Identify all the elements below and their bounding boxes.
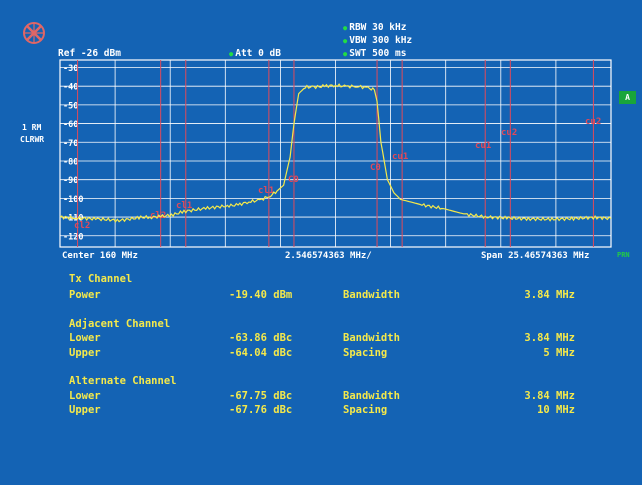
ref-level-label: Ref -26 dBm [58,48,121,59]
y-tick-label: -100 [63,195,83,205]
span-label: Span 25.46574363 MHz [481,251,590,261]
rohde-schwarz-logo [23,22,45,44]
swt-value: SWT 500 ms [349,48,407,59]
trace-mode-label: CLRWR [20,135,45,144]
channel-label: cl1 [258,186,274,196]
alternate-spacing-value: 10 MHz [537,404,575,416]
adjacent-spacing-value: 5 MHz [543,347,575,359]
y-tick-label: -80 [63,157,78,167]
tx-bandwidth-value: 3.84 MHz [524,289,575,301]
alternate-lower-label: Lower [69,390,101,402]
tx-power-label: Power [69,289,101,301]
setting-dot-icon: ● [343,49,348,58]
channel-label: cu1 [475,141,491,151]
rbw-value: RBW 30 kHz [349,22,407,33]
tx-power-value: -19.40 dBm [229,289,293,301]
spectrum-trace [59,83,612,223]
setting-dot-icon: ● [343,23,348,32]
alternate-upper-value: -67.76 dBc [229,404,293,416]
y-tick-label: -50 [63,101,78,111]
y-tick-label: -40 [63,83,78,93]
division-label: 2.546574363 MHz/ [285,251,372,261]
channel-label: cu2 [501,128,517,138]
setting-dot-icon: ● [343,36,348,45]
adjacent-bandwidth-value: 3.84 MHz [524,332,575,344]
adjacent-upper-label: Upper [69,347,101,359]
y-tick-label: -120 [63,232,83,242]
center-frequency-label: Center 160 MHz [62,251,138,261]
alternate-bandwidth-label: Bandwidth [343,390,400,402]
swt-label: ● SWT 500 ms [343,48,406,59]
adjacent-upper-value: -64.04 dBc [229,347,293,359]
trace-a-marker: A [619,91,636,104]
vbw-label: ● VBW 300 kHz [343,35,412,46]
rbw-label: ● RBW 30 kHz [343,22,406,33]
alternate-lower-value: -67.75 dBc [229,390,293,402]
adjacent-lower-label: Lower [69,332,101,344]
alternate-upper-label: Upper [69,404,101,416]
y-tick-label: -60 [63,120,78,130]
setting-dot-icon: ● [229,49,234,58]
tx-channel-heading: Tx Channel [69,273,133,285]
vbw-value: VBW 300 kHz [349,35,413,46]
channel-label: cl2 [74,221,90,231]
alternate-bandwidth-value: 3.84 MHz [524,390,575,402]
y-tick-label: -70 [63,139,78,149]
y-tick-label: -90 [63,176,78,186]
channel-label: cu1 [392,152,408,162]
adjacent-spacing-label: Spacing [343,347,388,359]
y-tick-label: -30 [63,64,78,74]
channel-label: cl1 [176,201,192,211]
alternate-channel-heading: Alternate Channel [69,375,177,387]
attenuation-label: ● Att 0 dB [229,48,281,59]
channel-label: cu2 [585,117,601,127]
trace-label: 1 RM [22,123,42,132]
prn-label: PRN [617,251,630,259]
alternate-spacing-label: Spacing [343,404,388,416]
channel-label: C0 [288,175,299,185]
adjacent-lower-value: -63.86 dBc [229,332,293,344]
channel-label: C0 [370,163,381,173]
adjacent-channel-heading: Adjacent Channel [69,318,171,330]
adjacent-bandwidth-label: Bandwidth [343,332,400,344]
attenuation-value: Att 0 dB [235,48,281,59]
tx-bandwidth-label: Bandwidth [343,289,400,301]
